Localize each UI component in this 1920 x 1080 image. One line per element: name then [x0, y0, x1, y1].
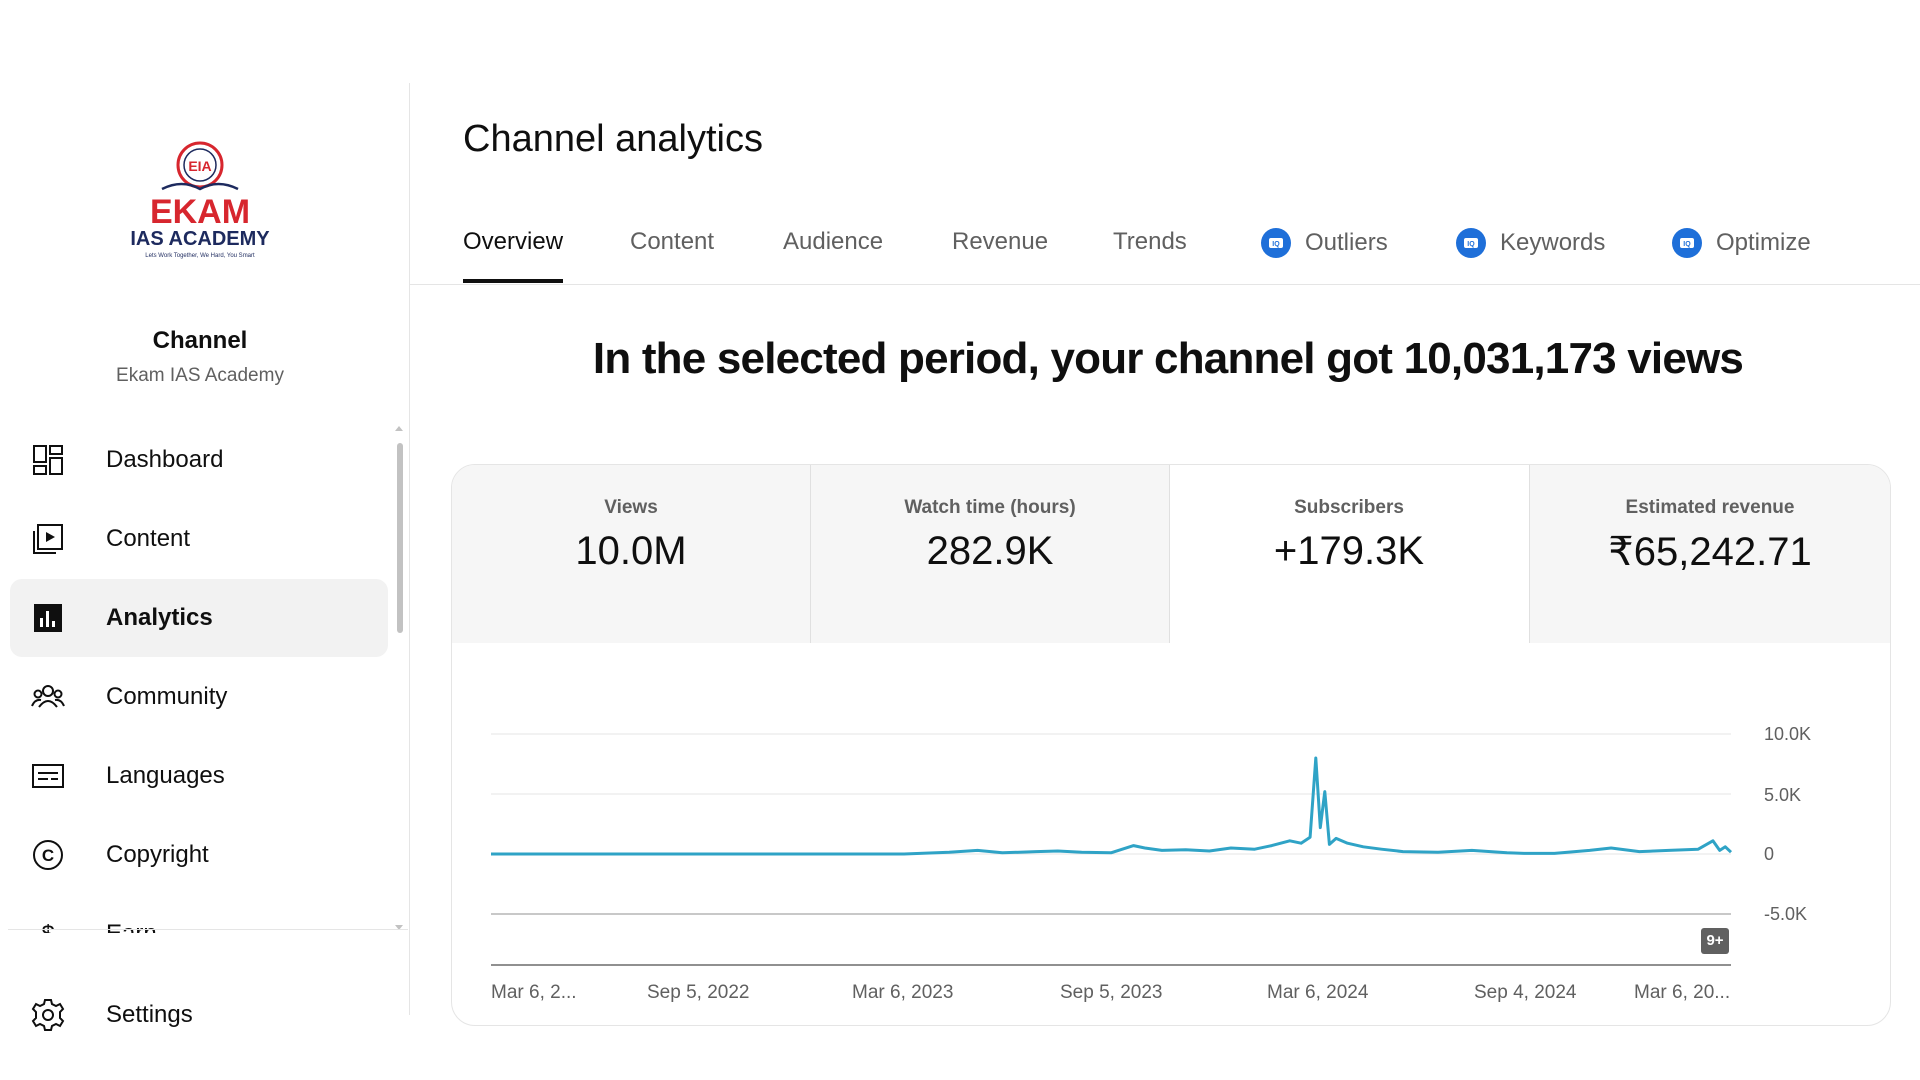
sidebar-nav: Dashboard Content Analytics Community La…	[0, 421, 400, 933]
y-tick-label: 10.0K	[1764, 724, 1812, 744]
channel-title: Channel	[152, 327, 248, 354]
svg-text:EIA: EIA	[188, 158, 211, 174]
tab-label: Trends	[1113, 228, 1187, 255]
sidebar-item-label: Copyright	[106, 841, 209, 868]
dashboard-icon	[30, 442, 66, 478]
metric-estimated-revenue[interactable]: Estimated revenue ₹65,242.71	[1530, 465, 1890, 643]
vidiq-icon: IQ	[1672, 228, 1702, 258]
sidebar-item-community[interactable]: Community	[10, 658, 388, 736]
metric-value: 282.9K	[926, 529, 1054, 573]
sidebar-item-label: Dashboard	[106, 446, 224, 473]
analytics-icon	[30, 600, 66, 636]
metric-watch-time[interactable]: Watch time (hours) 282.9K	[811, 465, 1169, 643]
sidebar-item-content[interactable]: Content	[10, 500, 388, 578]
x-tick-label: Sep 5, 2023	[1060, 982, 1163, 1003]
sidebar-item-label: Community	[106, 683, 228, 710]
period-summary-headline: In the selected period, your channel got…	[592, 334, 1744, 383]
tab-label: Outliers	[1305, 229, 1388, 256]
svg-text:$: $	[41, 921, 54, 933]
channel-logo[interactable]: EIA EKAM IAS ACADEMY Lets Work Together,…	[112, 139, 288, 265]
svg-text:IQ: IQ	[1683, 241, 1691, 248]
x-tick-label: Mar 6, 2023	[852, 982, 954, 1003]
settings-label: Settings	[106, 1001, 193, 1028]
svg-text:C: C	[42, 846, 54, 865]
tab-label: Content	[630, 228, 715, 255]
scroll-up-icon	[395, 426, 403, 431]
y-tick-label: 5.0K	[1764, 785, 1802, 805]
sidebar-item-label: Earn	[106, 920, 157, 933]
tab-label: Keywords	[1500, 229, 1606, 256]
metric-value: ₹65,242.71	[1608, 530, 1812, 574]
x-tick-label: Mar 6, 2024	[1267, 982, 1369, 1003]
tab-revenue[interactable]: Revenue	[952, 228, 1048, 256]
tab-label: Overview	[463, 228, 564, 255]
tab-overview[interactable]: Overview	[463, 228, 563, 256]
page-title: Channel analytics	[463, 118, 763, 160]
metric-value: +179.3K	[1273, 529, 1425, 573]
sidebar-item-earn[interactable]: $ Earn	[10, 895, 388, 933]
x-tick-label: Mar 6, 20...	[1634, 982, 1731, 1003]
sidebar-item-analytics[interactable]: Analytics	[10, 579, 388, 657]
tab-label: Revenue	[952, 228, 1049, 255]
metric-views[interactable]: Views 10.0M	[452, 465, 810, 643]
sidebar-item-label: Analytics	[106, 604, 213, 631]
metric-divider	[810, 465, 811, 643]
tab-label: Audience	[783, 228, 884, 255]
metric-subscribers[interactable]: Subscribers +179.3K	[1170, 465, 1528, 643]
sidebar-item-languages[interactable]: Languages	[10, 737, 388, 815]
vidiq-icon: IQ	[1261, 228, 1291, 258]
gear-icon	[30, 997, 66, 1033]
sidebar-divider	[8, 929, 408, 930]
sidebar-item-dashboard[interactable]: Dashboard	[10, 421, 388, 499]
sidebar: EIA EKAM IAS ACADEMY Lets Work Together,…	[0, 83, 410, 1031]
sidebar-item-label: Content	[106, 525, 191, 552]
scroll-down-icon	[395, 925, 403, 930]
svg-text:EKAM: EKAM	[150, 193, 250, 231]
tab-keywords[interactable]: IQ Keywords	[1456, 228, 1605, 258]
x-tick-label: Sep 4, 2024	[1474, 982, 1577, 1003]
x-tick-label: Mar 6, 2...	[491, 982, 577, 1003]
channel-name: Ekam IAS Academy	[116, 365, 284, 386]
annotations-badge[interactable]: 9+	[1701, 928, 1729, 954]
metric-label: Views	[604, 497, 658, 518]
tab-audience[interactable]: Audience	[783, 228, 883, 256]
sidebar-item-label: Languages	[106, 762, 225, 789]
svg-text:IQ: IQ	[1272, 241, 1280, 248]
x-tick-label: Sep 5, 2022	[647, 982, 750, 1003]
copyright-icon: C	[30, 837, 66, 873]
ekam-logo-image: EIA EKAM IAS ACADEMY Lets Work Together,…	[130, 141, 270, 259]
y-tick-label: 0	[1764, 844, 1775, 864]
vidiq-icon: IQ	[1456, 228, 1486, 258]
metric-divider	[1169, 465, 1170, 643]
tab-trends[interactable]: Trends	[1113, 228, 1187, 256]
tab-active-indicator	[463, 279, 563, 283]
metric-label: Estimated revenue	[1625, 497, 1795, 518]
sidebar-item-settings[interactable]: Settings	[10, 983, 388, 1047]
earn-icon: $	[30, 916, 66, 933]
y-tick-label: -5.0K	[1764, 904, 1808, 924]
languages-icon	[30, 758, 66, 794]
tab-label: Optimize	[1716, 229, 1811, 256]
metric-label: Watch time (hours)	[904, 497, 1076, 518]
tab-content[interactable]: Content	[630, 228, 714, 256]
metrics-card: Views 10.0M Watch time (hours) 282.9K Su…	[451, 464, 1891, 1026]
svg-text:IQ: IQ	[1467, 241, 1475, 248]
svg-text:Lets Work Together, We Hard, Y: Lets Work Together, We Hard, You Smart	[145, 253, 255, 259]
sidebar-item-copyright[interactable]: C Copyright	[10, 816, 388, 894]
tab-optimize[interactable]: IQ Optimize	[1672, 228, 1811, 258]
metric-divider	[1529, 465, 1530, 643]
sidebar-scrollbar[interactable]	[394, 423, 404, 933]
community-icon	[30, 679, 66, 715]
svg-text:IAS ACADEMY: IAS ACADEMY	[130, 228, 270, 250]
metric-label: Subscribers	[1294, 497, 1404, 518]
scrollbar-thumb[interactable]	[397, 443, 403, 633]
tab-outliers[interactable]: IQ Outliers	[1261, 228, 1388, 258]
content-icon	[30, 521, 66, 557]
metric-value: 10.0M	[575, 529, 687, 573]
analytics-tabs	[410, 212, 1920, 285]
